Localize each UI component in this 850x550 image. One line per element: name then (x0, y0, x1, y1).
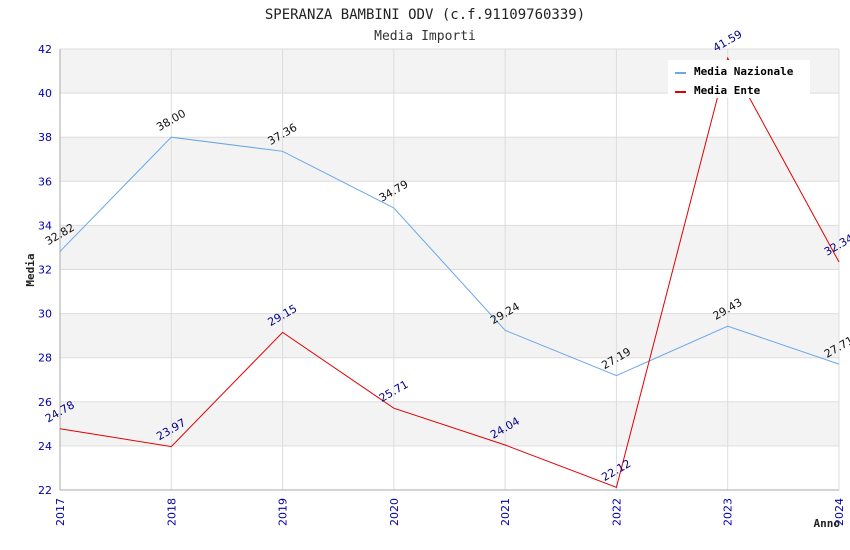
y-tick-label: 38 (38, 131, 52, 144)
chart-title: SPERANZA BAMBINI ODV (c.f.91109760339) (265, 7, 585, 23)
x-tick-label: 2020 (388, 498, 401, 526)
grid-band (60, 401, 839, 446)
y-tick-label: 36 (38, 175, 52, 188)
y-axis-ticks: 22 24 26 28 30 32 34 36 38 40 42 (38, 43, 52, 497)
y-tick-label: 42 (38, 43, 52, 56)
legend-label-ente: Media Ente (694, 84, 761, 97)
series-line-0 (59, 136, 840, 377)
legend: Media Nazionale Media Ente (668, 60, 810, 98)
x-axis-label: Anno (814, 517, 841, 530)
axes (59, 49, 839, 491)
x-tick-label: 2021 (499, 498, 512, 526)
chart-subtitle: Media Importi (374, 29, 476, 44)
y-tick-label: 22 (38, 484, 52, 497)
legend-box (668, 60, 810, 98)
grid-lines (60, 48, 840, 491)
grid-band (60, 137, 839, 182)
y-tick-label: 34 (38, 219, 52, 232)
y-tick-label: 30 (38, 308, 52, 321)
x-tick-label: 2019 (277, 498, 290, 526)
y-tick-label: 32 (38, 264, 52, 277)
series-lines (59, 56, 840, 489)
x-axis-ticks: 2017 2018 2019 2020 2021 2022 2023 2024 (54, 498, 846, 526)
grid-bands (60, 49, 839, 446)
grid-band (60, 225, 839, 270)
x-tick-label: 2022 (610, 498, 623, 526)
grid-band (60, 313, 839, 358)
y-tick-label: 26 (38, 396, 52, 409)
y-axis-label: Media (24, 253, 37, 286)
x-tick-label: 2017 (54, 498, 67, 526)
series-line-1 (59, 56, 840, 489)
y-tick-label: 40 (38, 87, 52, 100)
y-tick-label: 28 (38, 352, 52, 365)
legend-label-nazionale: Media Nazionale (694, 65, 794, 78)
x-tick-label: 2024 (833, 498, 846, 526)
x-tick-label: 2018 (165, 498, 178, 526)
y-tick-label: 24 (38, 440, 52, 453)
x-tick-label: 2023 (722, 498, 735, 526)
